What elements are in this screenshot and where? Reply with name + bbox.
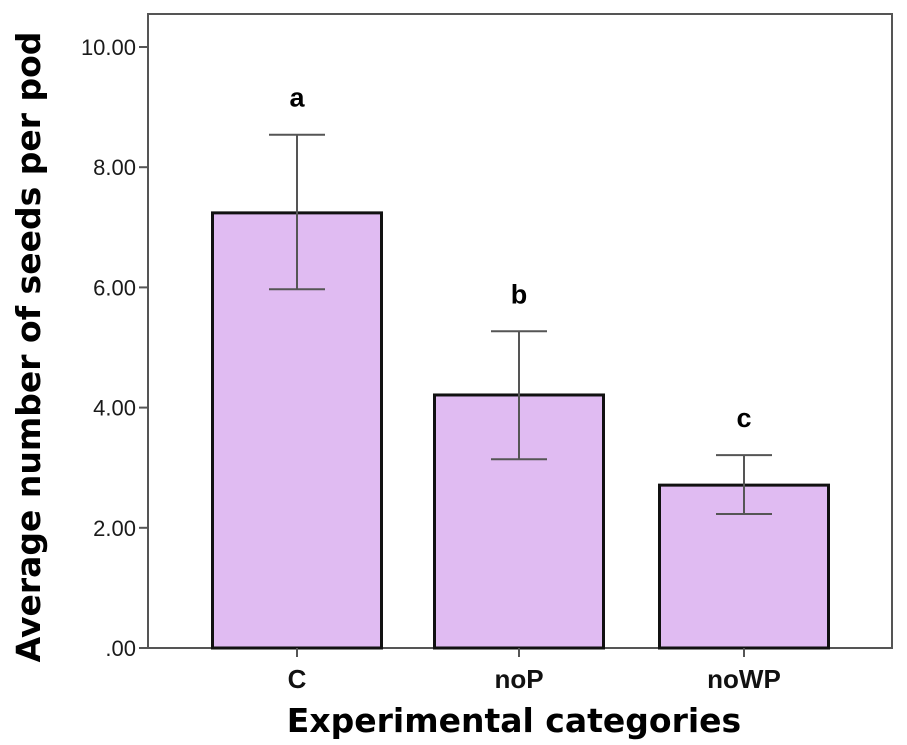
y-tick-label: .00 bbox=[105, 636, 136, 661]
y-tick-label: 10.00 bbox=[81, 35, 136, 60]
significance-letter: c bbox=[736, 403, 751, 433]
y-tick-label: 6.00 bbox=[93, 275, 136, 300]
significance-letters: a b c bbox=[289, 83, 751, 433]
significance-letter: b bbox=[511, 279, 528, 309]
x-tick-label: noP bbox=[494, 664, 543, 694]
error-bars bbox=[269, 133, 772, 515]
significance-letter: a bbox=[289, 83, 305, 113]
x-tick-label: noWP bbox=[707, 664, 781, 694]
x-axis-title: Experimental categories bbox=[287, 701, 741, 740]
y-axis: .00 2.00 4.00 6.00 8.00 10.00 bbox=[81, 35, 148, 661]
x-tick-label: C bbox=[288, 664, 307, 694]
y-axis-title: Average number of seeds per pod bbox=[9, 32, 48, 663]
y-tick-label: 2.00 bbox=[93, 516, 136, 541]
y-tick-label: 8.00 bbox=[93, 155, 136, 180]
y-tick-label: 4.00 bbox=[93, 396, 136, 421]
